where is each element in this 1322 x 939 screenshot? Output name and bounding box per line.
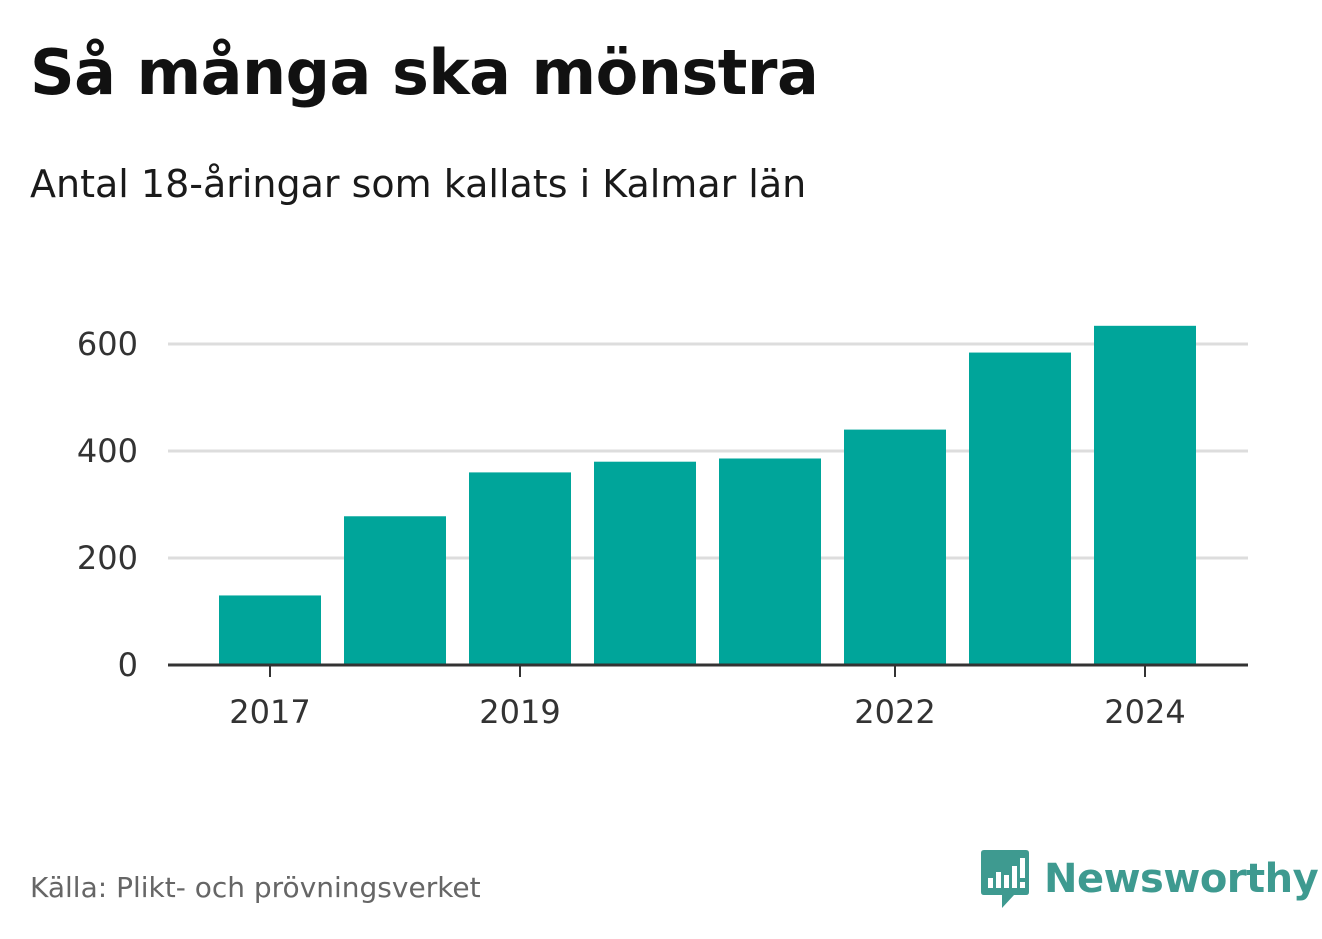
x-tick-label-2024: 2024 — [1104, 693, 1185, 731]
x-tick-label-2019: 2019 — [479, 693, 560, 731]
chart-subtitle: Antal 18-åringar som kallats i Kalmar lä… — [30, 162, 807, 206]
brand-logo: Newsworthy — [980, 848, 1319, 910]
y-tick-label-0: 0 — [118, 646, 138, 684]
x-tick-label-2017: 2017 — [229, 693, 310, 731]
bar-2023 — [969, 352, 1071, 665]
bar-2019 — [469, 472, 571, 665]
y-tick-label-400: 400 — [77, 432, 138, 470]
y-tick-label-200: 200 — [77, 539, 138, 577]
bar-2024 — [1094, 325, 1196, 665]
newsworthy-logo-icon — [981, 850, 1029, 908]
bar-2020 — [594, 461, 696, 665]
bar-2021 — [719, 458, 821, 665]
bar-2022 — [844, 429, 946, 665]
chart-title: Så många ska mönstra — [30, 36, 819, 109]
x-tick-label-2022: 2022 — [854, 693, 935, 731]
bar-2017 — [219, 595, 321, 665]
bar-2018 — [344, 516, 446, 665]
brand-name: Newsworthy — [1044, 856, 1319, 902]
y-tick-label-600: 600 — [77, 325, 138, 363]
source-note: Källa: Plikt- och prövningsverket — [30, 871, 481, 904]
